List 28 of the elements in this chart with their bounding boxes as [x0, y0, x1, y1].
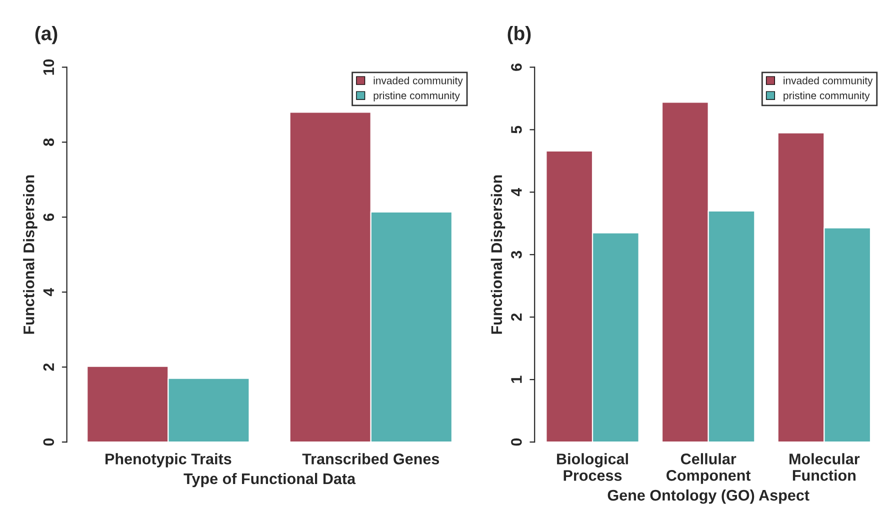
y-axis-title: Functional Dispersion	[490, 175, 506, 334]
y-tick-label: 3	[511, 250, 522, 259]
x-tick-label: Biological Process	[557, 453, 628, 481]
x-tick-label: Transcribed Genes	[302, 453, 440, 464]
y-tick-label: 6	[511, 64, 522, 71]
chart-title: (a)	[35, 26, 58, 44]
y-tick-label: 4	[43, 288, 54, 296]
legend-label: invaded community	[374, 76, 463, 86]
x-axis-title: Type of Functional Data	[184, 472, 356, 488]
y-tick-label: 6	[43, 213, 54, 221]
y-tick-label: 2	[511, 313, 522, 321]
x-tick-label: Molecular Function	[790, 453, 860, 481]
y-tick-label: 2	[43, 363, 54, 371]
y-tick-label: 0	[43, 438, 54, 446]
x-tick-label: Cellular Component	[666, 453, 751, 484]
y-tick-label: 0	[511, 438, 522, 446]
legend-label: invaded community	[784, 76, 873, 86]
y-tick-label: 4	[511, 188, 522, 196]
chart-title: (b)	[508, 26, 531, 44]
legend-label: pristine community	[374, 92, 460, 102]
legend-label: pristine community	[784, 92, 870, 102]
x-axis-title: Gene Ontology (GO) Aspect	[608, 489, 810, 504]
y-axis-title: Functional Dispersion	[23, 175, 38, 334]
y-tick-label: 10	[43, 59, 54, 75]
y-tick-label: 5	[511, 126, 522, 134]
y-tick-label: 1	[511, 376, 522, 383]
y-tick-label: 8	[43, 138, 54, 146]
x-tick-label: Phenotypic Traits	[106, 453, 232, 468]
